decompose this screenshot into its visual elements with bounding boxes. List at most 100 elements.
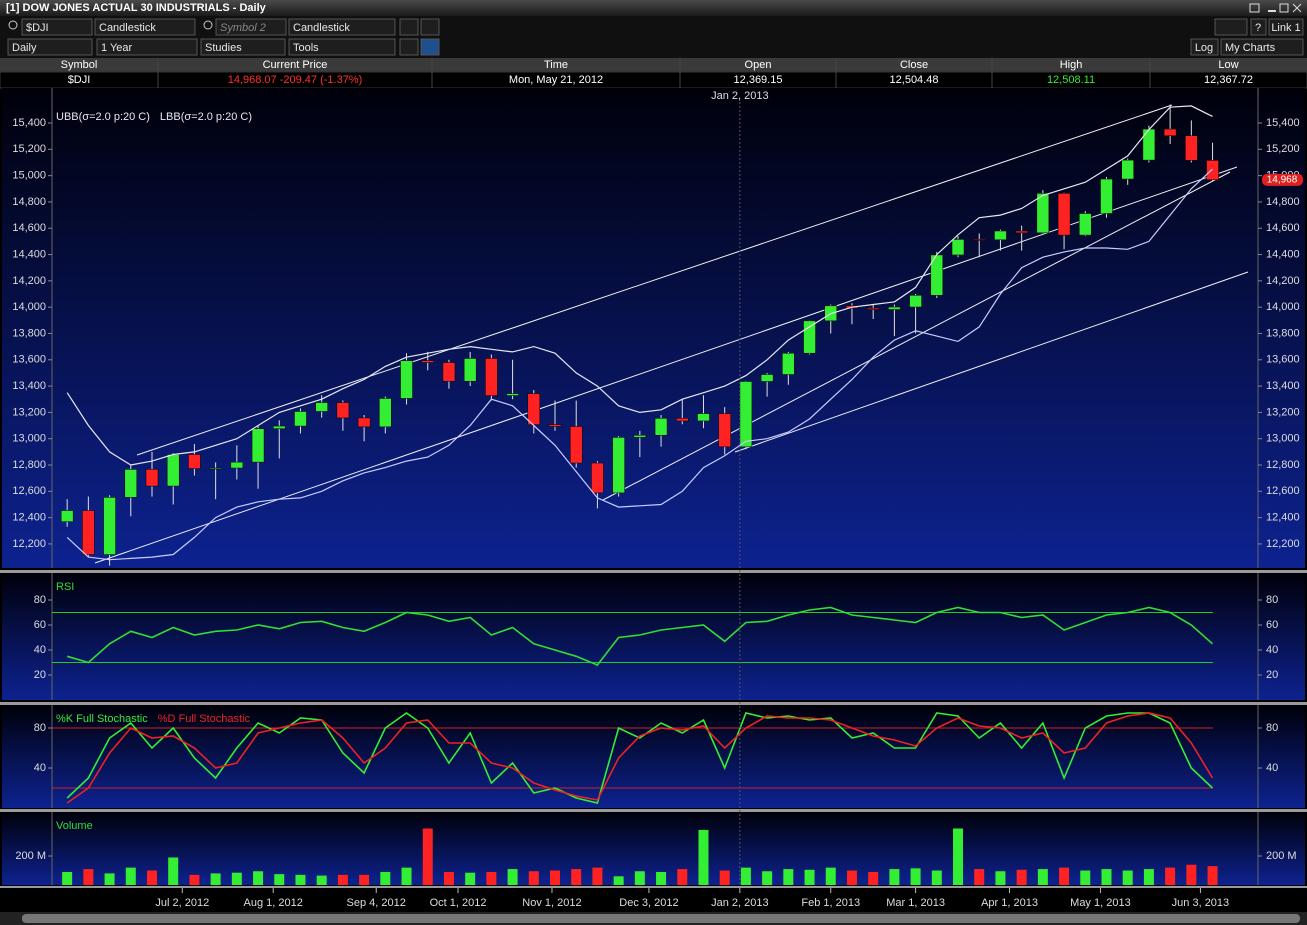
scrollbar-thumb[interactable] [22, 914, 1300, 923]
panel-separator [0, 702, 1307, 705]
candle-body [421, 360, 434, 363]
period-dropdown[interactable] [7, 38, 93, 56]
zoom-button[interactable] [399, 18, 419, 36]
candle-body [60, 510, 74, 522]
volume-bar [401, 867, 412, 885]
candle-body [1036, 193, 1050, 234]
style2-dropdown[interactable] [288, 18, 396, 36]
volume-bar [1165, 867, 1176, 885]
volume-bar [910, 868, 921, 885]
settings-button[interactable] [1249, 3, 1260, 13]
candle-body [654, 418, 668, 436]
x-tick-label: Nov 1, 2012 [522, 897, 581, 909]
legend-entry: LBB(σ=2.0 p:20 C) [160, 111, 252, 123]
y-tick-label: 20 [34, 669, 46, 681]
candle-body [1015, 230, 1028, 234]
volume-bar [210, 873, 221, 885]
menu-button[interactable] [1214, 18, 1248, 36]
volume-bar [295, 874, 306, 885]
candle-body [379, 398, 392, 428]
trend-line [734, 271, 1249, 453]
volume-bar [953, 828, 964, 885]
y-tick-label-right: 40 [1266, 762, 1278, 774]
x-tick-label: Sep 4, 2012 [347, 897, 406, 909]
y-tick-label: 80 [34, 722, 46, 734]
x-tick-label: Jun 3, 2013 [1172, 897, 1230, 909]
y-tick-label-right: 13,000 [1266, 433, 1300, 445]
studies-dropdown[interactable] [200, 38, 286, 56]
y-tick-label: 13,800 [12, 327, 46, 339]
minimize-button[interactable] [1268, 10, 1276, 12]
quote-row [0, 71, 1307, 89]
y-tick-label: 13,200 [12, 406, 46, 418]
candle-body [994, 230, 1007, 241]
volume-bar [804, 869, 815, 885]
candle-body [951, 239, 965, 256]
symbol-input[interactable] [21, 18, 93, 36]
last-price-label: 14,968 [1267, 174, 1298, 185]
link-button[interactable] [420, 38, 440, 56]
candle-body [676, 418, 689, 422]
bollinger-band [66, 105, 1213, 466]
volume-bar [422, 828, 433, 885]
x-tick-label: Feb 1, 2013 [801, 897, 860, 909]
period-text: Daily [12, 42, 37, 54]
volume-bar [274, 874, 285, 885]
y-tick-label-right: 40 [1266, 644, 1278, 656]
trend-line [136, 104, 1173, 456]
volume-bar [443, 871, 454, 885]
mycharts-dropdown[interactable] [1220, 38, 1304, 56]
y-tick-label: 12,400 [12, 512, 46, 524]
help-button[interactable] [1250, 18, 1267, 36]
y-tick-label-right: 13,200 [1266, 406, 1300, 418]
y-tick-label-right: 12,800 [1266, 459, 1300, 471]
legend-entry: RSI [56, 581, 74, 593]
cursor-button[interactable] [420, 18, 440, 36]
y-tick-label: 13,400 [12, 380, 46, 392]
candle-body [909, 295, 922, 308]
volume-bar [634, 871, 645, 885]
indicator-line [66, 712, 1214, 804]
quote-cell: 14,968.07 -209.47 (-1.37%) [228, 74, 363, 86]
log-button[interactable] [1190, 38, 1219, 56]
legend-entry: UBB(σ=2.0 p:20 C) [56, 111, 150, 123]
style-dropdown[interactable] [94, 18, 196, 36]
candle-body [463, 358, 477, 382]
candle-body [888, 306, 901, 310]
layout-button[interactable] [399, 38, 419, 56]
volume-bar [1059, 867, 1070, 885]
y-tick-label: 12,600 [12, 485, 46, 497]
column-header: High [1060, 59, 1083, 71]
candle-body [1057, 193, 1071, 236]
candle-body [82, 510, 95, 555]
window-controls[interactable] [1249, 3, 1302, 13]
y-tick-label: 40 [34, 762, 46, 774]
volume-bar [189, 874, 200, 885]
candle-body [803, 320, 816, 354]
range-dropdown[interactable] [96, 38, 198, 56]
close-button[interactable] [1292, 3, 1302, 13]
y-tick-label: 15,200 [12, 143, 46, 155]
link-dropdown[interactable] [1268, 18, 1304, 36]
symbol2-input[interactable] [215, 18, 287, 36]
candle-body [697, 413, 710, 422]
x-tick-label: Jul 2, 2012 [155, 897, 209, 909]
symbol-text: $DJI [26, 22, 49, 34]
tools-dropdown[interactable] [288, 38, 396, 56]
y-tick-label: 13,600 [12, 354, 46, 366]
symbol2-placeholder: Symbol 2 [220, 22, 266, 34]
volume-bar [974, 869, 985, 885]
maximize-button[interactable] [1279, 3, 1289, 13]
candle-body [166, 454, 180, 487]
volume-bar [783, 869, 794, 885]
range-text: 1 Year [101, 42, 133, 54]
volume-bar [465, 872, 476, 885]
y-tick-label-right: 13,600 [1266, 354, 1300, 366]
volume-bar [613, 876, 624, 885]
legend-entry: %K Full Stochastic [56, 713, 148, 725]
volume-bar [889, 869, 900, 885]
panel-background [2, 88, 1305, 568]
volume-bar [740, 867, 751, 885]
candle-body [1206, 160, 1219, 181]
volume-bar [698, 829, 709, 885]
